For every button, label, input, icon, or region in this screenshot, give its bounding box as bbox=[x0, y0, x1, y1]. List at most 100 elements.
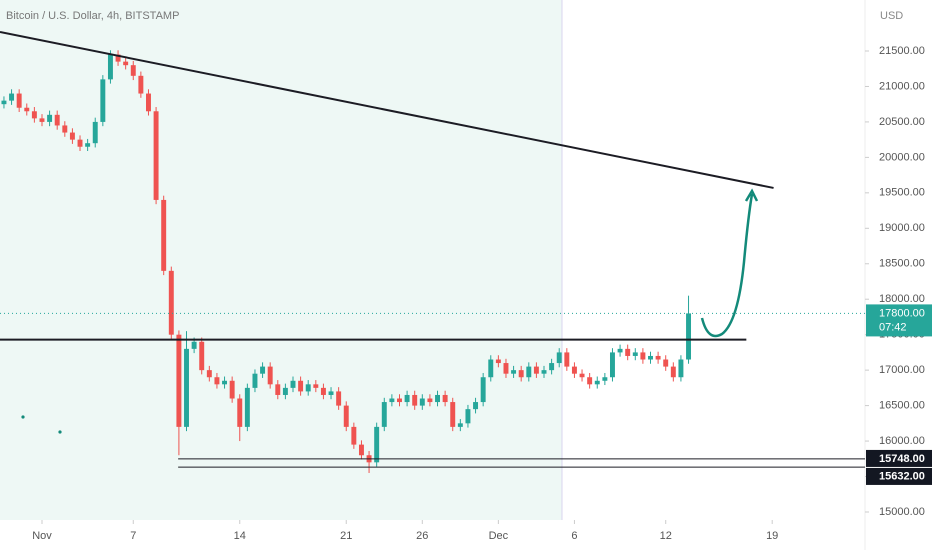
candle-body bbox=[564, 352, 570, 367]
candle-body bbox=[168, 270, 174, 335]
level-label: 15632.00 bbox=[879, 470, 925, 482]
candle-body bbox=[412, 394, 418, 406]
candle-body bbox=[229, 380, 235, 399]
y-tick-label: 15000.00 bbox=[879, 506, 925, 518]
candle-body bbox=[640, 352, 646, 360]
trendline bbox=[0, 31, 774, 189]
shaded-range bbox=[0, 0, 562, 520]
level-label: 15748.00 bbox=[879, 453, 925, 465]
candle-body bbox=[518, 370, 524, 378]
candle-body bbox=[39, 118, 45, 122]
candle-body bbox=[655, 355, 661, 360]
candle-body bbox=[199, 341, 205, 371]
candle-body bbox=[92, 121, 98, 144]
candle-body bbox=[374, 426, 380, 463]
candle-body bbox=[397, 398, 402, 403]
candle-body bbox=[419, 398, 425, 406]
y-tick-label: 19000.00 bbox=[879, 222, 925, 234]
x-tick-label: Dec bbox=[489, 530, 509, 542]
candle-body bbox=[358, 444, 364, 456]
candle-body bbox=[465, 409, 471, 424]
candle-body bbox=[237, 398, 243, 427]
candle-body bbox=[579, 373, 585, 378]
level-tag bbox=[866, 449, 932, 467]
candle-body bbox=[107, 54, 113, 80]
y-tick-label: 16000.00 bbox=[879, 435, 925, 447]
candle-body bbox=[85, 143, 91, 147]
x-tick-label: 7 bbox=[130, 530, 136, 542]
candle-body bbox=[47, 114, 53, 122]
candle-body bbox=[267, 366, 273, 385]
x-tick-label: 21 bbox=[340, 530, 352, 542]
x-tick-label: 6 bbox=[571, 530, 577, 542]
candle-body bbox=[343, 405, 349, 427]
candle-body bbox=[146, 93, 151, 112]
last-price-label: 17800.00 bbox=[879, 307, 925, 319]
candle-body bbox=[176, 334, 182, 427]
candle-body bbox=[153, 111, 159, 200]
projection-arrow bbox=[700, 193, 754, 338]
x-tick-label: 19 bbox=[766, 530, 778, 542]
candle-body bbox=[161, 199, 167, 271]
y-tick-label: 19500.00 bbox=[879, 187, 925, 199]
dot bbox=[58, 430, 62, 434]
chart-title: Bitcoin / U.S. Dollar, 4h, BITSTAMP bbox=[6, 10, 179, 22]
x-tick-label: 26 bbox=[416, 530, 428, 542]
candle-body bbox=[549, 363, 555, 371]
y-tick-label: 20000.00 bbox=[879, 151, 925, 163]
last-price-tag bbox=[866, 304, 932, 337]
arrow-head bbox=[744, 188, 759, 202]
candle-body bbox=[100, 79, 106, 122]
y-tick-label: 16500.00 bbox=[879, 400, 925, 412]
candle-body bbox=[511, 370, 517, 374]
y-tick-label: 18000.00 bbox=[879, 293, 925, 305]
candle-body bbox=[526, 366, 532, 378]
candle-body bbox=[206, 370, 212, 378]
candle-body bbox=[457, 423, 463, 427]
candle-body bbox=[336, 391, 342, 406]
y-tick-label: 21500.00 bbox=[879, 45, 925, 57]
y-tick-label: 21000.00 bbox=[879, 80, 925, 92]
candle-body bbox=[115, 54, 121, 62]
candle-body bbox=[495, 359, 501, 364]
candle-body bbox=[138, 75, 144, 94]
x-tick-label: Nov bbox=[32, 530, 52, 542]
candle-body bbox=[427, 398, 433, 403]
candle-body bbox=[222, 380, 228, 385]
candle-body bbox=[54, 114, 60, 126]
countdown: 07:42 bbox=[879, 321, 907, 333]
candle-body bbox=[130, 65, 136, 76]
candle-body bbox=[686, 313, 692, 360]
candle-body bbox=[9, 93, 15, 101]
x-tick-label: 14 bbox=[234, 530, 246, 542]
candle-body bbox=[24, 107, 30, 112]
candle-body bbox=[62, 125, 68, 133]
candle-body bbox=[663, 359, 669, 367]
candle-body bbox=[305, 384, 311, 392]
candle-body bbox=[275, 384, 281, 395]
candle-body bbox=[69, 132, 75, 140]
candle-body bbox=[244, 387, 250, 427]
candle-body bbox=[632, 352, 638, 356]
candle-body bbox=[31, 111, 37, 119]
candle-body bbox=[328, 391, 334, 395]
x-tick-label: 12 bbox=[660, 530, 672, 542]
candle-body bbox=[351, 426, 357, 445]
candle-body bbox=[480, 377, 486, 403]
candle-body bbox=[533, 366, 539, 374]
candle-body bbox=[123, 61, 129, 66]
candle-body bbox=[488, 359, 494, 378]
candle-body bbox=[191, 341, 197, 349]
candle-body bbox=[678, 359, 684, 378]
candle-body bbox=[16, 93, 22, 108]
candle-body bbox=[435, 394, 440, 403]
candle-body bbox=[290, 380, 296, 388]
candle-body bbox=[442, 394, 448, 403]
candle-body bbox=[602, 377, 608, 381]
candle-body bbox=[556, 352, 562, 364]
candle-body bbox=[184, 348, 189, 427]
candle-body bbox=[473, 402, 479, 410]
candle-body bbox=[320, 387, 326, 395]
currency-label: USD bbox=[880, 10, 903, 22]
